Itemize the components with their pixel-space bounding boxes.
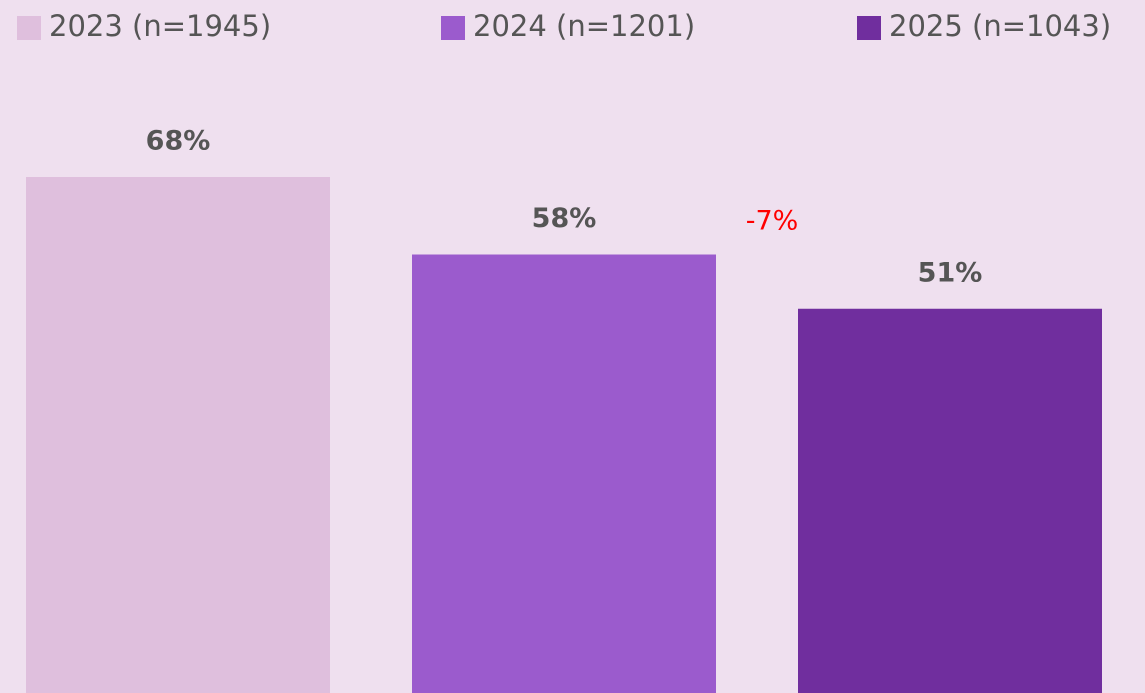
value-label: 51%: [918, 257, 983, 288]
value-label: 58%: [532, 203, 597, 234]
legend-swatch: [17, 16, 41, 40]
annotation: -7%: [746, 206, 799, 237]
legend-label: 2024 (n=1201): [473, 9, 695, 43]
legend-label: 2023 (n=1945): [49, 9, 271, 43]
legend-label: 2025 (n=1043): [889, 9, 1111, 43]
value-label: 68%: [146, 126, 211, 157]
bar: [798, 308, 1102, 693]
bar: [26, 177, 330, 693]
bar: [412, 254, 716, 693]
legend-swatch: [441, 16, 465, 40]
legend-swatch: [857, 16, 881, 40]
